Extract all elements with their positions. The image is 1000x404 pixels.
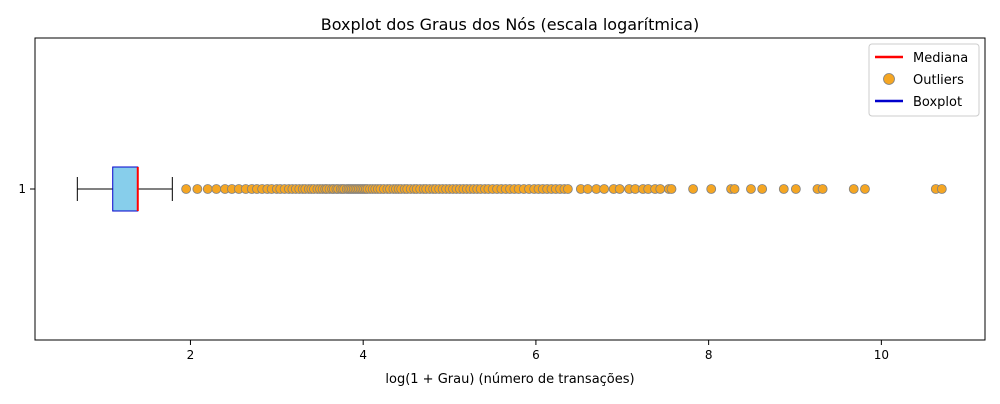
outlier-point <box>666 184 677 194</box>
x-tick-label: 10 <box>874 348 889 362</box>
x-tick-label: 2 <box>187 348 195 362</box>
box-iqr <box>112 166 139 212</box>
outlier-point <box>181 184 192 194</box>
outlier-point <box>936 184 947 194</box>
x-tick-label: 4 <box>359 348 367 362</box>
y-tick-label: 1 <box>18 182 26 196</box>
outlier-point <box>614 184 625 194</box>
plot-area: 2 4 6 8 10 1 <box>18 166 947 362</box>
x-axis-label: log(1 + Grau) (número de transações) <box>385 372 634 387</box>
outlier-point <box>599 184 610 194</box>
outlier-point <box>582 184 593 194</box>
legend-swatch-marker <box>883 73 895 85</box>
legend-label: Boxplot <box>913 95 962 110</box>
outlier-point <box>729 184 740 194</box>
legend-label: Mediana <box>913 51 968 66</box>
outlier-point <box>848 184 859 194</box>
outlier-point <box>778 184 789 194</box>
outlier-point <box>757 184 768 194</box>
outlier-point <box>192 184 203 194</box>
outlier-point <box>746 184 756 194</box>
outlier-point <box>202 184 213 194</box>
x-tick-label: 8 <box>705 348 713 362</box>
outlier-point <box>706 184 717 194</box>
x-tick-label: 6 <box>532 348 540 362</box>
legend-box <box>868 43 980 117</box>
outlier-point <box>790 184 801 194</box>
outlier-point <box>860 184 870 194</box>
legend: Mediana Outliers Boxplot <box>868 43 980 117</box>
outlier-point <box>817 184 828 194</box>
outlier-point <box>655 184 666 194</box>
outlier-point <box>211 184 222 194</box>
chart-title: Boxplot dos Graus dos Nós (escala logarí… <box>321 15 699 34</box>
legend-label: Outliers <box>913 73 964 88</box>
outlier-point <box>562 184 573 194</box>
axes-frame <box>34 37 986 341</box>
outlier-point <box>688 184 698 194</box>
